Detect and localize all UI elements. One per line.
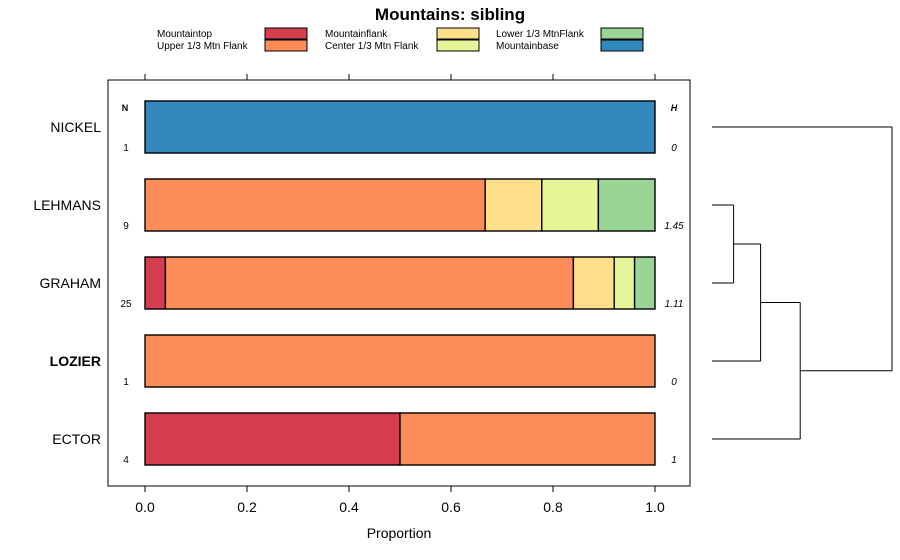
h-value-lehmans: 1.45 (664, 221, 684, 232)
bar-segment-nickel-mountainbase (144, 100, 656, 154)
bar-segment-graham-upper-1-3-mtn-flank (164, 256, 575, 310)
x-tick-label-4: 0.8 (543, 499, 563, 515)
n-value-lehmans: 9 (123, 221, 129, 232)
top-axis-ticks (144, 74, 656, 80)
row-ector: ECTOR 4 1 (52, 412, 677, 466)
legend-swatch-upper-1-3-mtn-flank (264, 39, 308, 52)
h-value-graham: 1.11 (665, 299, 684, 310)
bar-segment-graham-mountainflank (572, 256, 615, 310)
legend-swatch-lower-1-3-mtnflank (600, 27, 644, 40)
n-value-nickel: 1 (123, 143, 129, 154)
legend-label-mountainbase: Mountainbase (496, 41, 559, 52)
bar-segment-lehmans-mountainflank (484, 178, 543, 232)
legend-label-lower-1-3-mtnflank: Lower 1/3 MtnFlank (496, 29, 585, 40)
legend-label-mountaintop: Mountaintop (157, 29, 212, 40)
row-graham: GRAHAM 25 1.11 (40, 256, 684, 310)
bar-segment-ector-mountaintop (144, 412, 401, 466)
legend-label-center-1-3-mtn-flank: Center 1/3 Mtn Flank (325, 41, 419, 52)
bar-segment-graham-center-1-3-mtn-flank (613, 256, 636, 310)
h-value-lozier: 0 (671, 377, 677, 388)
n-column-header: N (122, 103, 129, 113)
row-lehmans: LEHMANS 9 1.45 (33, 178, 684, 232)
row-label-ector: ECTOR (52, 431, 101, 447)
row-lozier: LOZIER 1 0 (50, 334, 677, 388)
x-axis: 0.0 0.2 0.4 0.6 0.8 1.0 (135, 486, 665, 515)
legend-swatch-mountaintop (264, 27, 308, 40)
x-axis-label: Proportion (367, 525, 432, 541)
row-label-nickel: NICKEL (50, 119, 101, 135)
h-value-ector: 1 (671, 455, 677, 466)
x-tick-label-2: 0.4 (339, 499, 359, 515)
h-value-nickel: 0 (671, 143, 677, 154)
bar-segment-graham-mountaintop (144, 256, 167, 310)
plot-frame (107, 79, 691, 487)
row-label-graham: GRAHAM (40, 275, 101, 291)
h-column-header: H (671, 103, 678, 113)
bar-segment-ector-upper-1-3-mtn-flank (399, 412, 656, 466)
dendrogram (712, 126, 893, 440)
bar-segment-lehmans-lower-1-3-mtnflank (597, 178, 656, 232)
legend-swatch-mountainflank (436, 27, 480, 40)
n-value-lozier: 1 (123, 377, 129, 388)
legend-swatch-center-1-3-mtn-flank (436, 39, 480, 52)
bar-segment-lehmans-center-1-3-mtn-flank (541, 178, 600, 232)
bar-segment-lehmans-upper-1-3-mtn-flank (144, 178, 486, 232)
legend-swatch-mountainbase (600, 39, 644, 52)
x-tick-label-0: 0.0 (135, 499, 155, 515)
row-label-lehmans: LEHMANS (33, 197, 101, 213)
row-nickel: NICKEL 1 0 (50, 100, 677, 154)
legend-label-mountainflank: Mountainflank (325, 29, 388, 40)
x-tick-label-3: 0.6 (441, 499, 461, 515)
legend-label-upper-1-3-mtn-flank: Upper 1/3 Mtn Flank (157, 41, 249, 52)
row-label-lozier: LOZIER (50, 353, 101, 369)
bar-rows: NICKEL 1 0 LEHMANS 9 1.45 GRAHAM 25 1.11 LOZIER 1 0… (33, 100, 684, 466)
x-tick-label-1: 0.2 (237, 499, 257, 515)
n-value-ector: 4 (123, 455, 129, 466)
bar-segment-graham-lower-1-3-mtnflank (633, 256, 656, 310)
x-tick-label-5: 1.0 (645, 499, 665, 515)
chart-title: Mountains: sibling (375, 5, 525, 24)
bar-segment-lozier-upper-1-3-mtn-flank (144, 334, 656, 388)
n-value-graham: 25 (120, 299, 132, 310)
